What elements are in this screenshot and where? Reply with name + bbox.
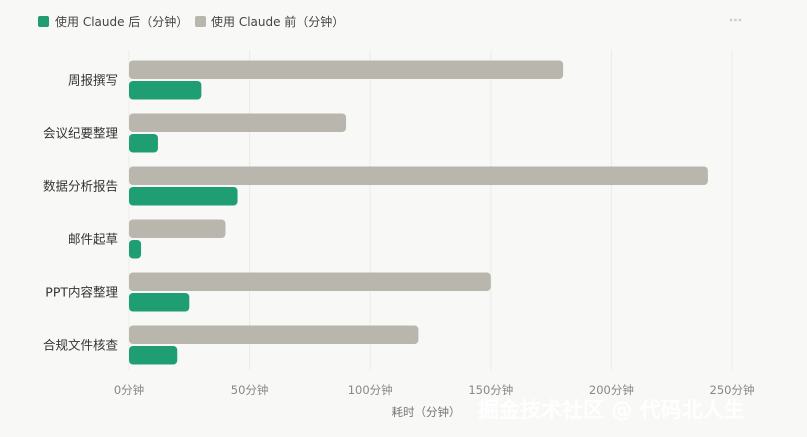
x-tick-labels: 0分钟 50分钟 100分钟 150分钟 200分钟 250分钟 bbox=[114, 383, 755, 397]
category-label: 数据分析报告 bbox=[43, 179, 118, 194]
legend-item-after[interactable]: 使用 Claude 后（分钟） bbox=[38, 14, 188, 29]
bar-before[interactable] bbox=[129, 219, 226, 239]
legend-swatch-after bbox=[38, 16, 49, 27]
bar-after[interactable] bbox=[129, 240, 142, 259]
category-label: 周报撰写 bbox=[68, 73, 118, 88]
legend-swatch-before bbox=[195, 16, 206, 27]
bar-after[interactable] bbox=[129, 293, 190, 312]
watermark: 掘金技术社区 @ 代码北人生 bbox=[478, 398, 745, 422]
bar-before[interactable] bbox=[129, 113, 347, 133]
bar-after[interactable] bbox=[129, 81, 202, 100]
category-label: 会议纪要整理 bbox=[43, 126, 119, 141]
legend-item-before[interactable]: 使用 Claude 前（分钟） bbox=[195, 14, 344, 29]
x-tick-label: 200分钟 bbox=[589, 383, 634, 397]
bar-after[interactable] bbox=[129, 187, 238, 206]
x-tick-label: 150分钟 bbox=[468, 383, 513, 397]
legend-label-before: 使用 Claude 前（分钟） bbox=[211, 14, 344, 29]
x-tick-label: 100分钟 bbox=[348, 383, 393, 397]
bars bbox=[129, 60, 708, 365]
bar-after[interactable] bbox=[129, 134, 158, 153]
x-tick-label: 50分钟 bbox=[231, 383, 269, 397]
bar-before[interactable] bbox=[129, 272, 491, 292]
more-options-icon[interactable] bbox=[729, 18, 742, 22]
grid-lines bbox=[128, 50, 733, 370]
category-label: PPT内容整理 bbox=[45, 285, 118, 300]
x-axis-title: 耗时（分钟） bbox=[392, 405, 461, 419]
bar-before[interactable] bbox=[129, 60, 564, 80]
legend[interactable]: 使用 Claude 后（分钟） 使用 Claude 前（分钟） bbox=[38, 14, 344, 29]
bar-before[interactable] bbox=[129, 325, 419, 345]
bar-after[interactable] bbox=[129, 346, 178, 365]
legend-label-after: 使用 Claude 后（分钟） bbox=[55, 14, 188, 29]
x-tick-label: 250分钟 bbox=[710, 383, 755, 397]
category-label: 邮件起草 bbox=[68, 232, 118, 247]
bar-before[interactable] bbox=[129, 166, 708, 186]
watermark-text: 掘金技术社区 @ 代码北人生 bbox=[478, 398, 745, 422]
category-label: 合规文件核查 bbox=[43, 338, 119, 353]
x-tick-label: 0分钟 bbox=[114, 383, 144, 397]
